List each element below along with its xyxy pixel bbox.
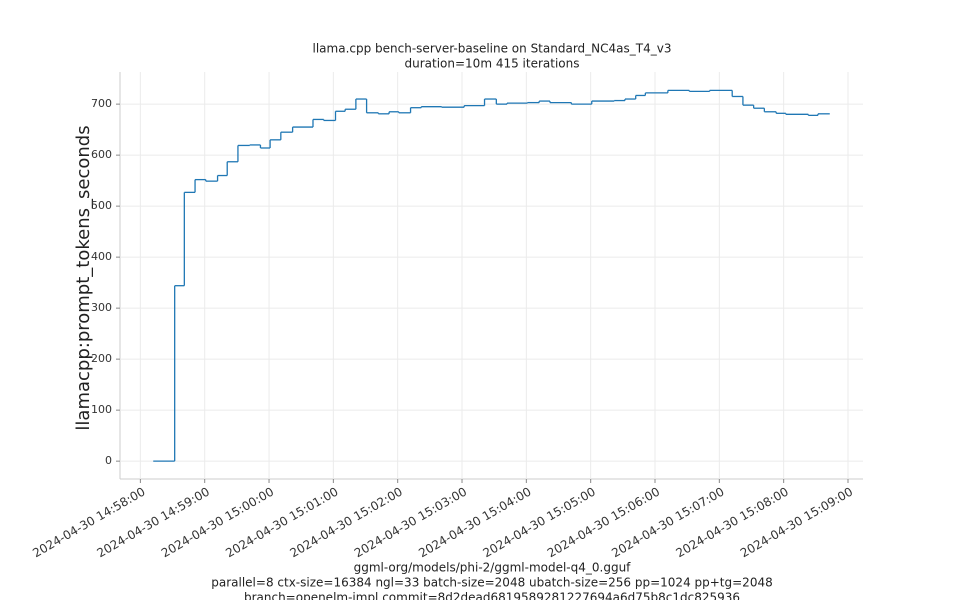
y-tick-label: 100 bbox=[91, 403, 112, 416]
y-tick-label: 600 bbox=[91, 148, 112, 161]
x-tick-label: 2024-04-30 15:04:00 bbox=[416, 485, 533, 561]
y-tick-label: 500 bbox=[91, 199, 112, 212]
y-tick-label: 0 bbox=[105, 454, 112, 467]
y-tick-label: 200 bbox=[91, 352, 112, 365]
x-tick-label: 2024-04-30 15:07:00 bbox=[609, 485, 726, 561]
x-tick-label: 2024-04-30 14:58:00 bbox=[30, 485, 147, 561]
x-tick-label: 2024-04-30 15:09:00 bbox=[738, 485, 855, 561]
x-tick-label: 2024-04-30 15:05:00 bbox=[481, 485, 598, 561]
chart-title: llama.cpp bench-server-baseline on Stand… bbox=[313, 42, 672, 56]
caption: ggml-org/models/phi-2/ggml-model-q4_0.gg… bbox=[354, 561, 632, 575]
x-tick-label: 2024-04-30 15:03:00 bbox=[352, 485, 469, 561]
x-tick-label: 2024-04-30 14:59:00 bbox=[95, 485, 212, 561]
chart-subtitle: duration=10m 415 iterations bbox=[405, 57, 580, 71]
y-tick-label: 300 bbox=[91, 301, 112, 314]
y-tick-label: 400 bbox=[91, 250, 112, 263]
y-tick-label: 700 bbox=[91, 97, 112, 110]
x-tick-label: 2024-04-30 15:02:00 bbox=[288, 485, 405, 561]
caption: branch=openelm-impl commit=8d2dead681958… bbox=[244, 591, 740, 600]
x-tick-label: 2024-04-30 15:08:00 bbox=[674, 485, 791, 561]
x-tick-label: 2024-04-30 15:01:00 bbox=[223, 485, 340, 561]
caption: parallel=8 ctx-size=16384 ngl=33 batch-s… bbox=[211, 576, 772, 590]
x-tick-label: 2024-04-30 15:06:00 bbox=[545, 485, 662, 561]
y-axis-label: llamacpp:prompt_tokens_seconds bbox=[73, 125, 94, 430]
x-tick-label: 2024-04-30 15:00:00 bbox=[159, 485, 276, 561]
